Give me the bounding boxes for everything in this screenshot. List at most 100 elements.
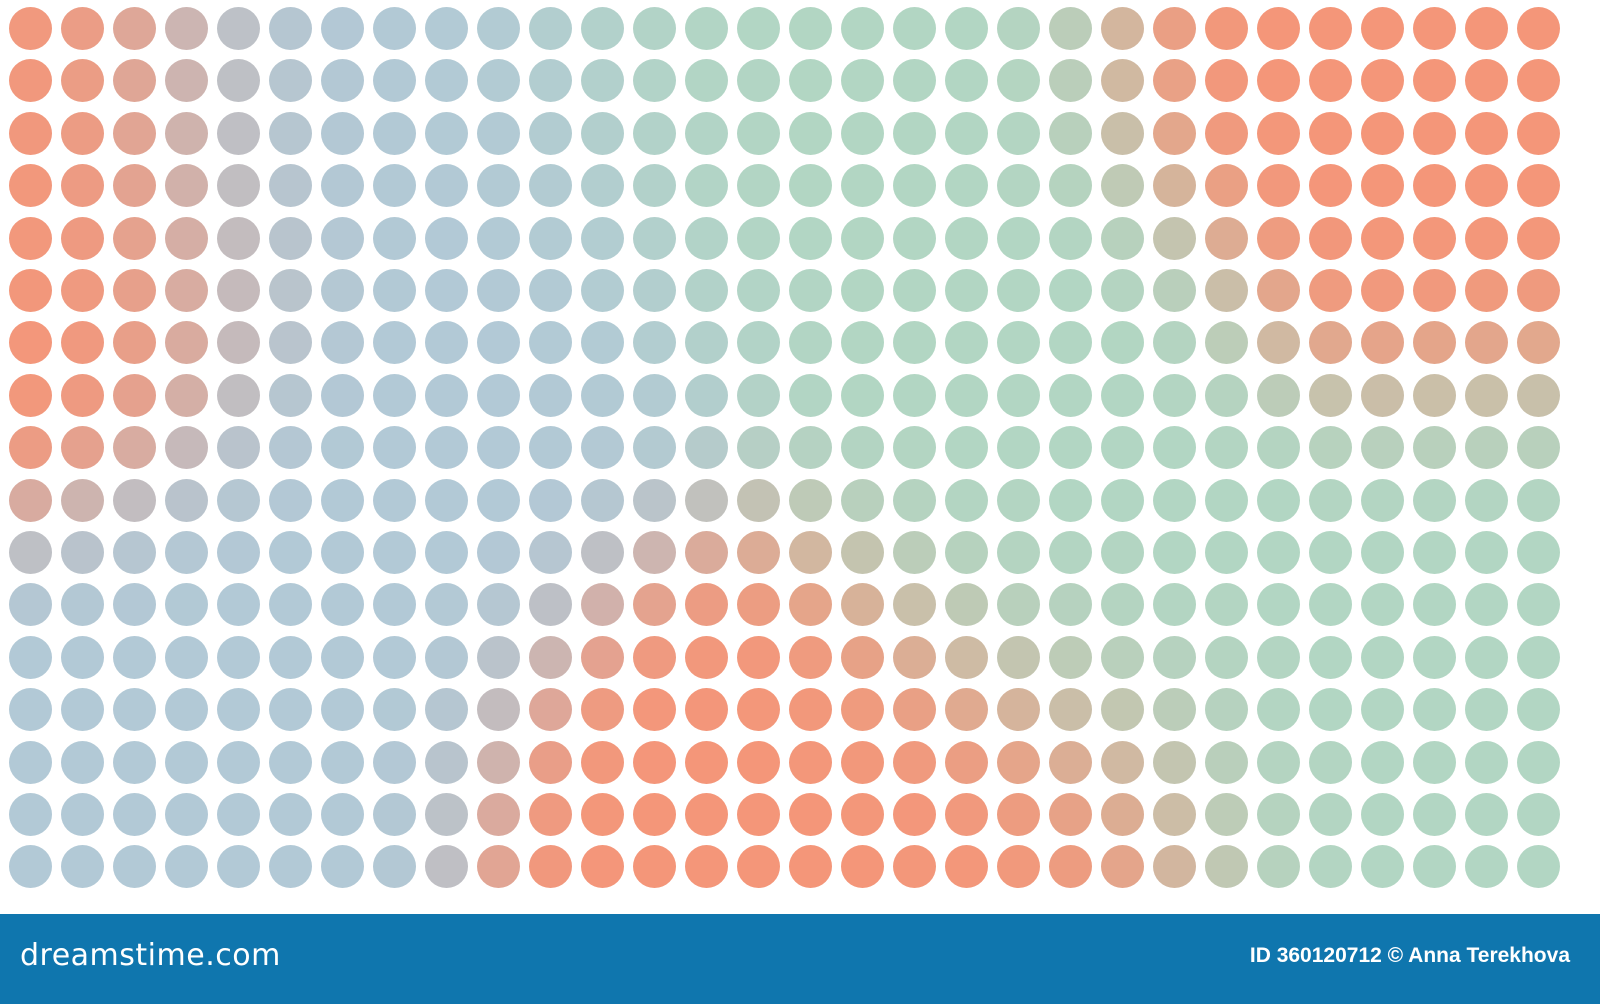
dot — [529, 164, 572, 208]
dot — [789, 635, 832, 679]
dot — [893, 111, 936, 155]
dot — [1361, 59, 1404, 103]
dot — [789, 740, 832, 784]
dot — [217, 216, 260, 260]
dot — [1257, 740, 1300, 784]
dot — [1361, 164, 1404, 208]
dot — [789, 373, 832, 417]
dot — [321, 111, 364, 155]
dot — [1101, 635, 1144, 679]
dot — [841, 321, 884, 365]
dot — [9, 373, 52, 417]
dot — [1205, 688, 1248, 732]
dot — [529, 426, 572, 470]
dot — [165, 7, 208, 50]
dot — [217, 426, 260, 470]
dot — [217, 7, 260, 50]
dot — [1413, 321, 1456, 365]
dot — [425, 111, 468, 155]
dot — [425, 583, 468, 627]
dot — [269, 59, 312, 103]
dot — [1517, 111, 1560, 155]
dot — [373, 478, 416, 522]
dot — [1153, 478, 1196, 522]
dot — [1153, 688, 1196, 732]
dot — [1049, 635, 1092, 679]
dot — [685, 426, 728, 470]
dot — [789, 793, 832, 836]
dot — [1361, 269, 1404, 312]
dot — [425, 7, 468, 50]
dot — [425, 164, 468, 208]
dot — [529, 845, 572, 889]
dot — [633, 373, 676, 417]
dot — [1517, 688, 1560, 732]
dot — [373, 164, 416, 208]
dot — [581, 740, 624, 784]
dot — [1413, 793, 1456, 836]
dot — [945, 164, 988, 208]
dot — [841, 111, 884, 155]
dot — [1465, 321, 1508, 365]
dot — [1205, 59, 1248, 103]
dot — [529, 478, 572, 522]
dot — [1465, 478, 1508, 522]
dot — [321, 531, 364, 574]
dot — [1049, 164, 1092, 208]
dot — [425, 478, 468, 522]
dot — [1413, 111, 1456, 155]
dot — [373, 321, 416, 365]
dot — [1205, 111, 1248, 155]
dot — [1205, 740, 1248, 784]
dot — [1465, 59, 1508, 103]
dot — [1205, 635, 1248, 679]
dot — [997, 531, 1040, 574]
dot — [633, 426, 676, 470]
dot — [477, 583, 520, 627]
dot — [841, 7, 884, 50]
dot — [9, 426, 52, 470]
dot — [61, 111, 104, 155]
dot — [61, 426, 104, 470]
dot — [1309, 269, 1352, 312]
dot — [113, 531, 156, 574]
dot — [1101, 164, 1144, 208]
dot — [1517, 845, 1560, 889]
dot — [633, 688, 676, 732]
watermark-banner: dreamstime.com ID 360120712 © Anna Terek… — [0, 914, 1600, 1004]
dot — [529, 635, 572, 679]
dot — [945, 688, 988, 732]
dreamstime-logo[interactable]: dreamstime.com — [20, 938, 281, 973]
dot — [1517, 426, 1560, 470]
dot — [789, 269, 832, 312]
dot — [1517, 7, 1560, 50]
dot — [217, 321, 260, 365]
dot — [1309, 635, 1352, 679]
dot — [633, 321, 676, 365]
dot — [1049, 373, 1092, 417]
dot — [893, 583, 936, 627]
dot — [1101, 7, 1144, 50]
dot — [893, 740, 936, 784]
dot — [321, 688, 364, 732]
dot — [1257, 216, 1300, 260]
dot — [1413, 59, 1456, 103]
dot — [789, 321, 832, 365]
dot — [841, 164, 884, 208]
dot — [477, 478, 520, 522]
dot — [477, 688, 520, 732]
dot — [373, 59, 416, 103]
dot — [997, 269, 1040, 312]
dot — [1049, 845, 1092, 889]
dot — [373, 688, 416, 732]
dot — [1205, 164, 1248, 208]
dot — [61, 59, 104, 103]
dot — [1517, 59, 1560, 103]
dot — [9, 321, 52, 365]
dot — [1049, 216, 1092, 260]
dot — [165, 635, 208, 679]
dot — [1361, 793, 1404, 836]
dot — [1257, 269, 1300, 312]
dot — [321, 793, 364, 836]
dot — [217, 111, 260, 155]
